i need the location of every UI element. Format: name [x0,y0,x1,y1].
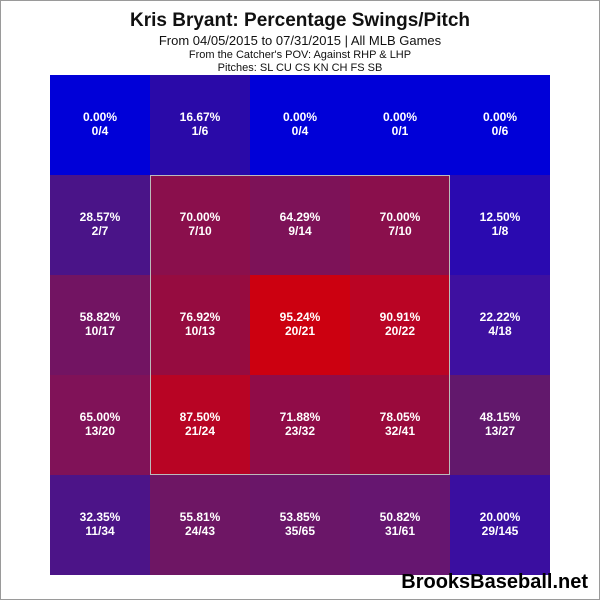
zone-cell-r4-c5 [450,375,550,475]
cell-count-label: 35/65 [285,524,315,538]
cell-percentage-label: 0.00% [483,110,517,124]
cell-count-label: 10/17 [85,324,115,338]
cell-percentage-label: 87.50% [180,410,221,424]
cell-percentage-label: 12.50% [480,210,521,224]
strike-zone-outline [150,175,450,475]
cell-count-label: 29/145 [482,524,519,538]
cell-percentage-label: 53.85% [280,510,321,524]
cell-count-label: 10/13 [185,324,215,338]
cell-count-label: 0/6 [492,124,509,138]
zone-cell-r3-c5 [450,275,550,375]
pov-line: From the Catcher's POV: Against RHP & LH… [188,49,412,61]
zone-cell-r3-c2 [150,275,250,375]
cell-count-label: 32/41 [385,424,415,438]
zone-cell-r2-c1 [50,175,150,275]
cell-count-label: 9/14 [288,224,312,238]
cell-percentage-label: 20.00% [480,510,521,524]
cell-percentage-label: 65.00% [80,410,121,424]
zone-cell-r4-c2 [150,375,250,475]
zone-cell-r4-c4 [350,375,450,475]
cell-percentage-label: 0.00% [383,110,417,124]
cell-percentage-label: 90.91% [380,310,421,324]
zone-cell-r2-c2 [150,175,250,275]
cell-percentage-label: 95.24% [280,310,321,324]
cell-percentage-label: 28.57% [80,210,121,224]
watermark: BrooksBaseball.net [401,571,588,593]
zone-cell-r3-c3 [250,275,350,375]
chart-subtitle: From 04/05/2015 to 07/31/2015 | All MLB … [158,33,442,48]
zone-cell-r5-c4 [350,475,450,575]
cell-count-label: 20/22 [385,324,415,338]
zone-cell-r1-c5 [450,75,550,175]
cell-count-label: 23/32 [285,424,315,438]
cell-percentage-label: 22.22% [480,310,521,324]
cell-percentage-label: 32.35% [80,510,121,524]
cell-count-label: 13/20 [85,424,115,438]
cell-count-label: 0/4 [292,124,309,138]
cell-percentage-label: 71.88% [280,410,321,424]
zone-cell-r1-c4 [350,75,450,175]
cell-count-label: 7/10 [388,224,412,238]
cell-percentage-label: 16.67% [180,110,221,124]
zone-cell-r5-c2 [150,475,250,575]
zone-cell-r2-c3 [250,175,350,275]
cell-count-label: 1/8 [492,224,509,238]
zone-cell-r1-c1 [50,75,150,175]
zone-cell-r3-c4 [350,275,450,375]
zone-cell-r1-c3 [250,75,350,175]
zone-cell-r5-c1 [50,475,150,575]
pitches-line: Pitches: SL CU CS KN CH FS SB [217,62,383,74]
cell-percentage-label: 48.15% [480,410,521,424]
cell-count-label: 11/34 [85,524,115,538]
cell-count-label: 0/1 [392,124,409,138]
zone-heatmap: 0.00%0/416.67%1/60.00%0/40.00%0/10.00%0/… [50,75,550,575]
cell-count-label: 31/61 [385,524,415,538]
zone-cell-r5-c3 [250,475,350,575]
zone-cell-r2-c5 [450,175,550,275]
cell-count-label: 20/21 [285,324,315,338]
cell-percentage-label: 64.29% [280,210,321,224]
cell-percentage-label: 0.00% [83,110,117,124]
cell-percentage-label: 78.05% [380,410,421,424]
cell-count-label: 7/10 [188,224,212,238]
zone-cell-r3-c1 [50,275,150,375]
zone-cell-r1-c2 [150,75,250,175]
cell-count-label: 21/24 [185,424,215,438]
cell-count-label: 1/6 [192,124,209,138]
zone-cell-r4-c3 [250,375,350,475]
cell-count-label: 13/27 [485,424,515,438]
cell-percentage-label: 50.82% [380,510,421,524]
cell-count-label: 24/43 [185,524,215,538]
cell-percentage-label: 76.92% [180,310,221,324]
zone-cell-r5-c5 [450,475,550,575]
cell-count-label: 4/18 [488,324,512,338]
cell-percentage-label: 55.81% [180,510,221,524]
cell-percentage-label: 70.00% [380,210,421,224]
zone-cell-r4-c1 [50,375,150,475]
zone-cell-r2-c4 [350,175,450,275]
cell-count-label: 0/4 [92,124,109,138]
cell-percentage-label: 0.00% [283,110,317,124]
chart-title: Kris Bryant: Percentage Swings/Pitch [130,10,470,31]
cell-percentage-label: 58.82% [80,310,121,324]
cell-percentage-label: 70.00% [180,210,221,224]
cell-count-label: 2/7 [92,224,109,238]
